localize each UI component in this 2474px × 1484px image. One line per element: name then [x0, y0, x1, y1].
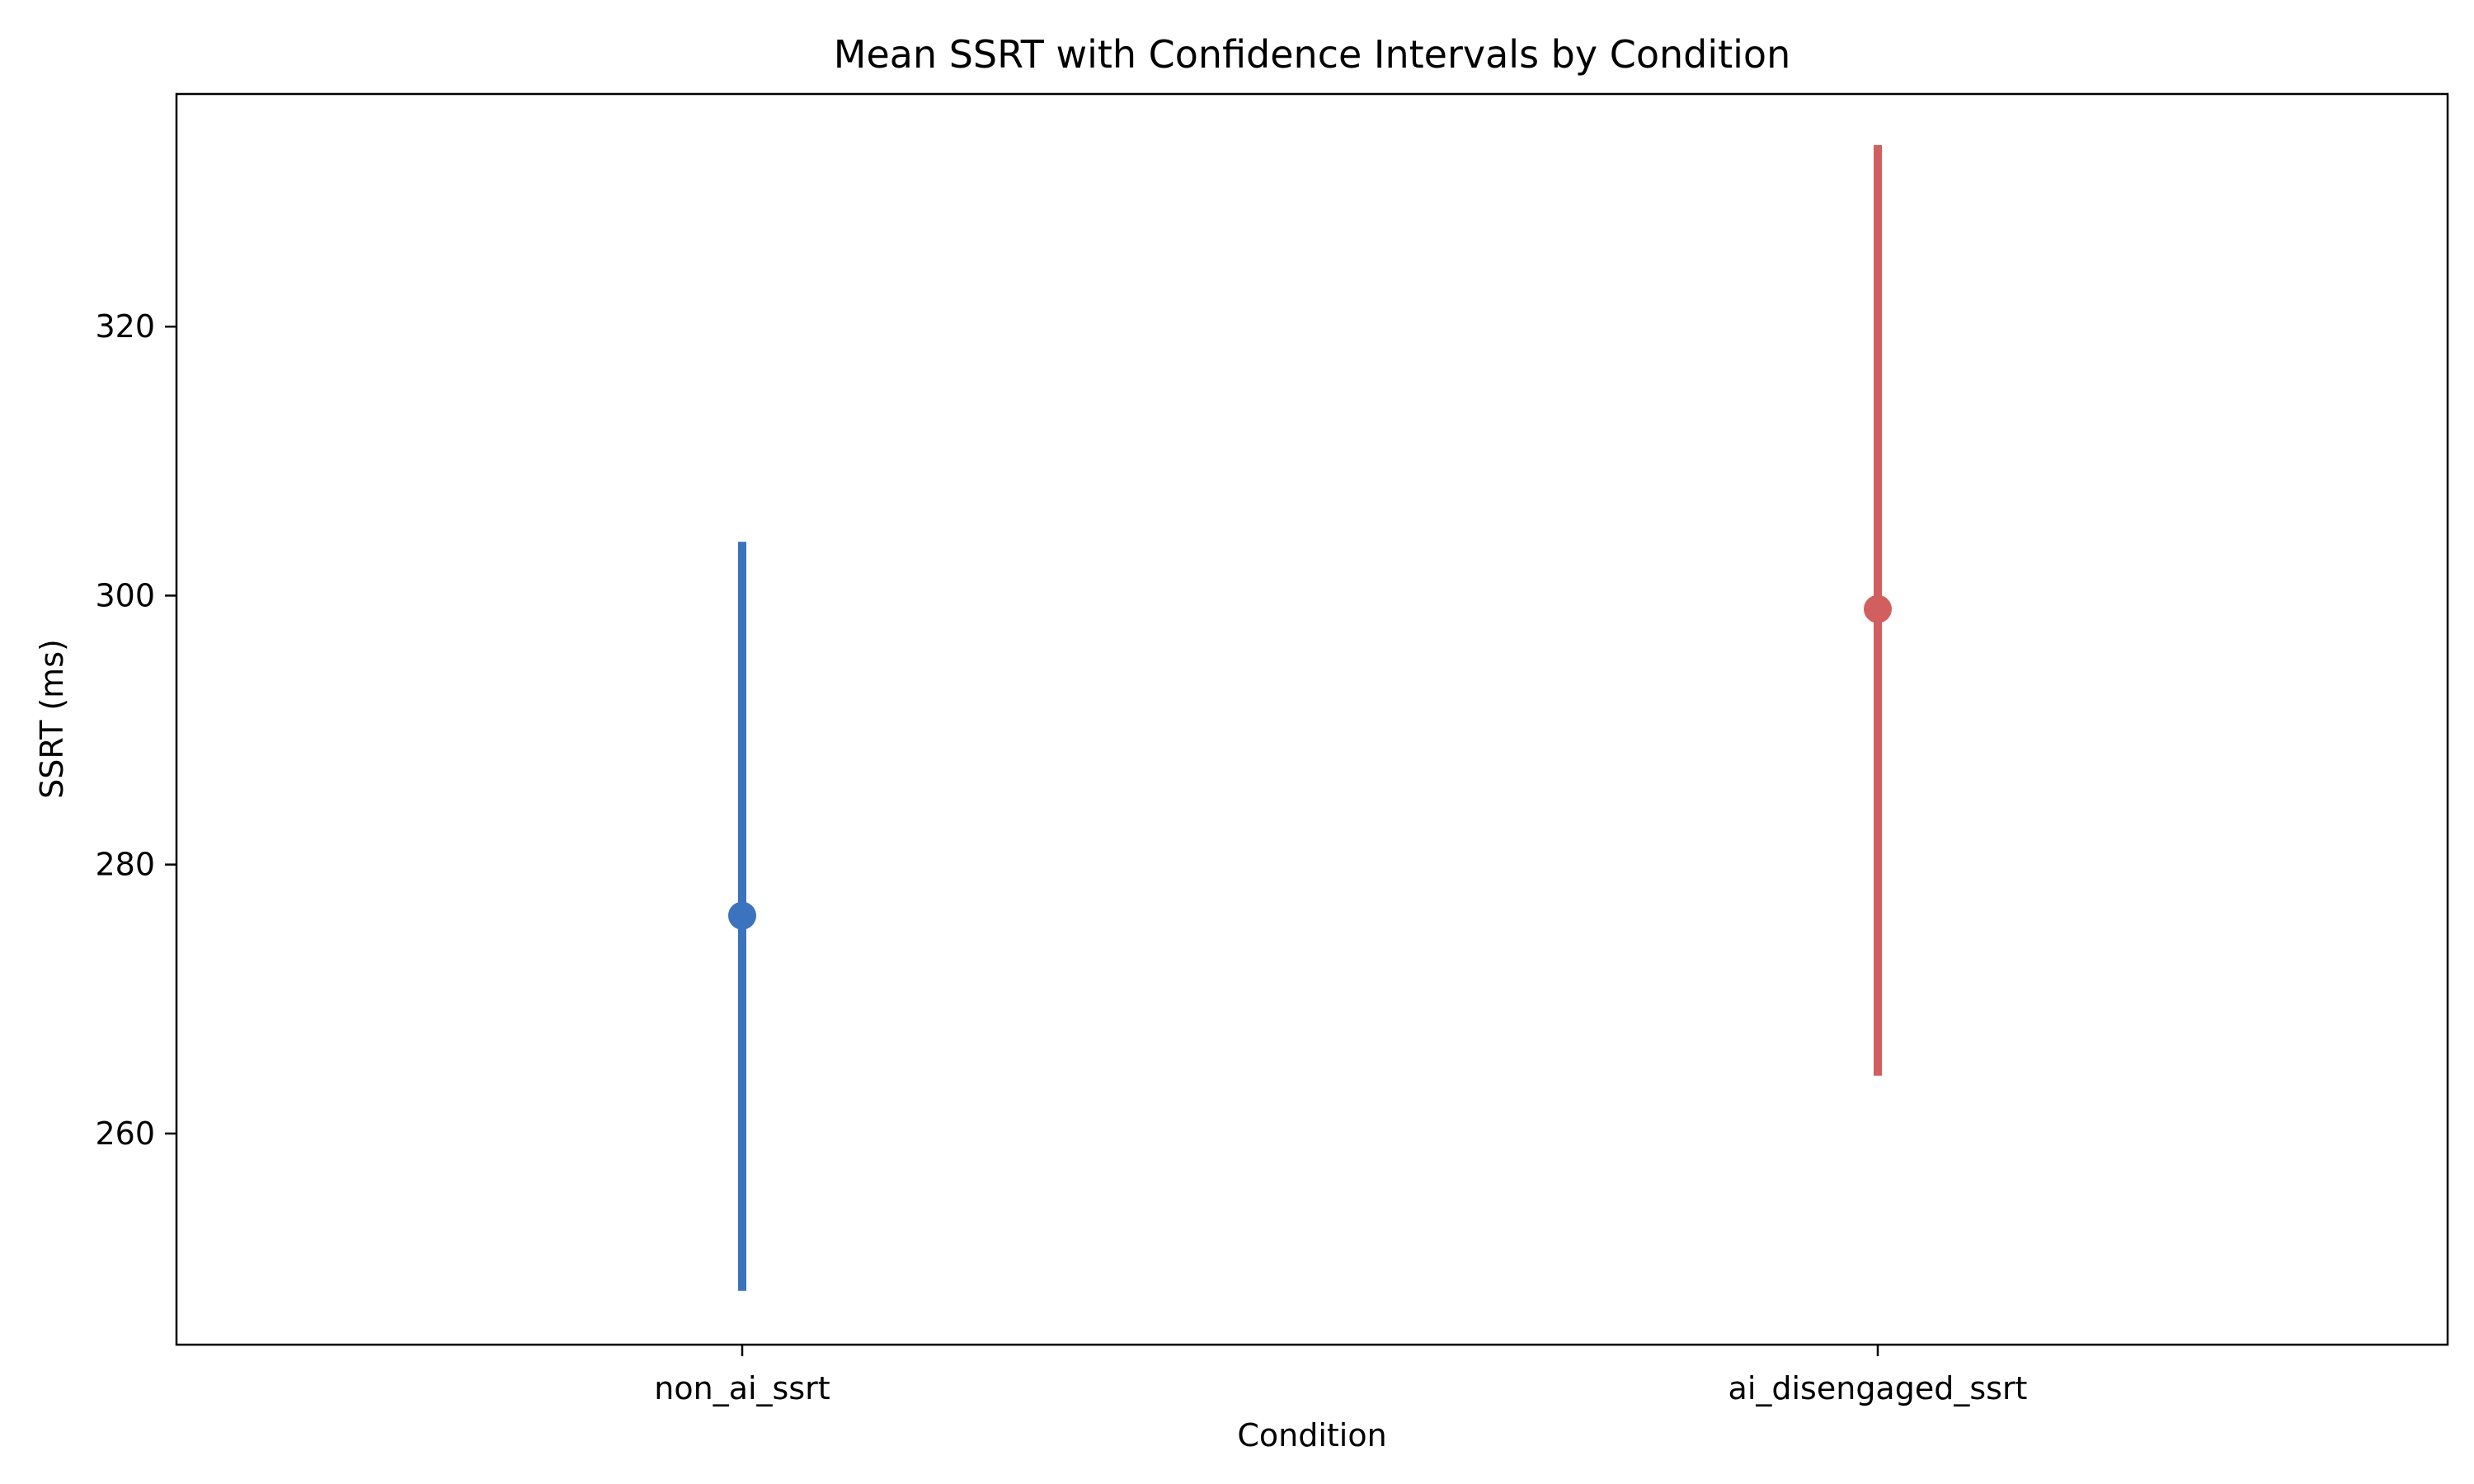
x-tick-label: non_ai_ssrt [654, 1370, 830, 1407]
x-axis: non_ai_ssrt ai_disengaged_ssrt [654, 1345, 2027, 1407]
data-marks [728, 144, 1892, 1291]
x-axis-label: Condition [1237, 1417, 1386, 1453]
x-tick-label: ai_disengaged_ssrt [1729, 1370, 2028, 1407]
mean-point [1864, 594, 1892, 623]
chart-title: Mean SSRT with Confidence Intervals by C… [834, 32, 1790, 77]
y-tick-label: 260 [95, 1115, 155, 1152]
y-tick-label: 300 [95, 577, 155, 613]
y-axis-label: SSRT (ms) [34, 639, 70, 799]
y-tick-label: 320 [95, 308, 155, 345]
y-tick-label: 280 [95, 847, 155, 883]
plot-area [175, 92, 2449, 1346]
y-axis: 260 280 300 320 [95, 308, 176, 1152]
mean-point [728, 901, 756, 930]
